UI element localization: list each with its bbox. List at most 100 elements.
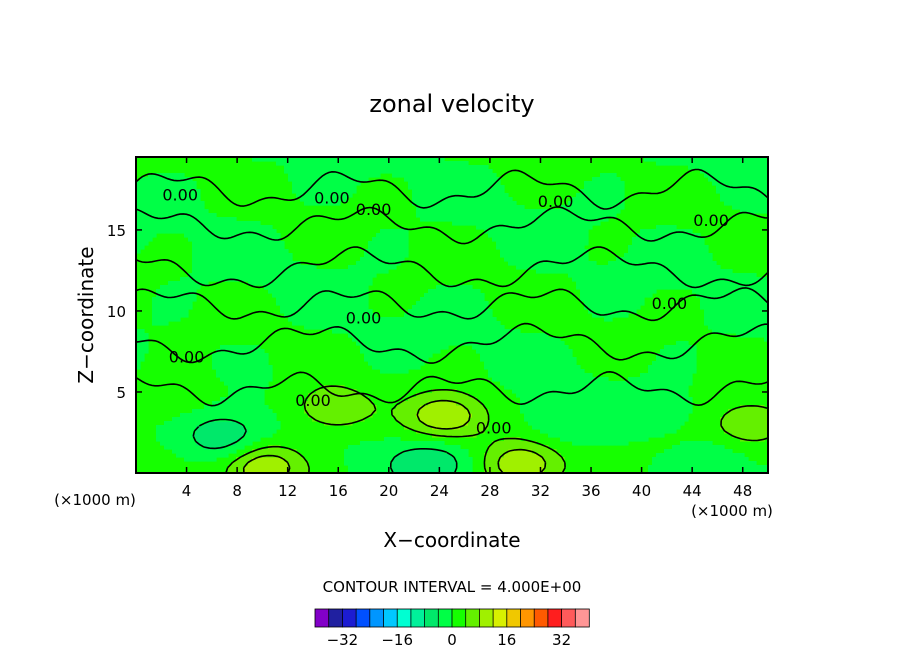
contour-cell <box>352 309 357 314</box>
contour-cell <box>740 433 745 438</box>
contour-cell <box>492 357 497 362</box>
contour-cell <box>272 281 277 286</box>
contour-cell <box>664 249 669 254</box>
contour-cell <box>604 405 609 410</box>
contour-cell <box>192 413 197 418</box>
contour-cell <box>456 421 461 426</box>
contour-cell <box>532 409 537 414</box>
contour-cell <box>252 281 257 286</box>
contour-cell <box>456 413 461 418</box>
contour-cell <box>616 429 621 434</box>
contour-cell <box>692 445 697 450</box>
contour-cell <box>568 425 573 430</box>
contour-cell <box>552 341 557 346</box>
contour-cell <box>524 265 529 270</box>
contour-cell <box>452 429 457 434</box>
contour-cell <box>556 465 561 470</box>
contour-cell <box>528 397 533 402</box>
contour-cell <box>676 253 681 258</box>
contour-cell <box>752 429 757 434</box>
contour-cell <box>516 265 521 270</box>
contour-cell <box>344 405 349 410</box>
contour-cell <box>724 325 729 330</box>
contour-cell <box>604 433 609 438</box>
contour-cell <box>436 469 441 473</box>
contour-cell <box>356 405 361 410</box>
contour-cell <box>684 229 689 234</box>
contour-cell <box>340 409 345 414</box>
contour-cell <box>356 417 361 422</box>
contour-cell <box>440 445 445 450</box>
contour-cell <box>560 345 565 350</box>
contour-cell <box>704 293 709 298</box>
contour-cell <box>688 373 693 378</box>
contour-cell <box>532 229 537 234</box>
contour-cell <box>632 253 637 258</box>
contour-cell <box>300 469 305 473</box>
contour-cell <box>292 461 297 466</box>
contour-cell <box>564 429 569 434</box>
contour-cell <box>460 317 465 322</box>
contour-cell <box>748 277 753 282</box>
contour-cell <box>440 465 445 470</box>
contour-cell <box>352 277 357 282</box>
contour-cell <box>260 429 265 434</box>
contour-cell <box>616 261 621 266</box>
contour-cell <box>680 365 685 370</box>
contour-cell <box>704 305 709 310</box>
contour-cell <box>300 281 305 286</box>
contour-cell <box>628 389 633 394</box>
contour-cell <box>380 261 385 266</box>
contour-cell <box>548 229 553 234</box>
contour-cell <box>228 449 233 454</box>
contour-cell <box>512 357 517 362</box>
contour-cell <box>736 293 741 298</box>
contour-cell <box>520 381 525 386</box>
contour-cell <box>688 449 693 454</box>
contour-cell <box>456 301 461 306</box>
contour-cell <box>356 277 361 282</box>
contour-cell <box>344 297 349 302</box>
contour-cell <box>552 269 557 274</box>
contour-cell <box>388 237 393 242</box>
contour-cell <box>252 461 257 466</box>
contour-cell <box>724 425 729 430</box>
contour-cell <box>548 453 553 458</box>
contour-cell <box>520 241 525 246</box>
contour-cell <box>632 257 637 262</box>
contour-cell <box>332 413 337 418</box>
contour-cell <box>432 337 437 342</box>
contour-cell <box>232 461 237 466</box>
contour-cell <box>544 425 549 430</box>
contour-cell <box>184 305 189 310</box>
contour-cell <box>568 257 573 262</box>
contour-cell <box>508 261 513 266</box>
contour-cell <box>756 277 761 282</box>
contour-cell <box>272 253 277 258</box>
contour-cell <box>472 337 477 342</box>
contour-cell <box>592 437 597 442</box>
contour-cell <box>532 341 537 346</box>
contour-cell <box>144 237 149 242</box>
contour-cell <box>224 345 229 350</box>
contour-cell <box>328 409 333 414</box>
contour-cell <box>640 261 645 266</box>
contour-cell <box>736 429 741 434</box>
contour-cell <box>628 393 633 398</box>
contour-cell <box>252 225 257 230</box>
contour-cell <box>312 289 317 294</box>
contour-cell <box>700 457 705 462</box>
contour-cell <box>400 329 405 334</box>
contour-cell <box>760 285 765 290</box>
contour-cell <box>252 437 257 442</box>
contour-cell <box>640 413 645 418</box>
contour-cell <box>392 457 397 462</box>
contour-cell <box>316 273 321 278</box>
contour-cell <box>716 325 721 330</box>
chart-title: zonal velocity <box>369 90 534 118</box>
contour-cell <box>712 329 717 334</box>
contour-cell <box>652 241 657 246</box>
contour-cell <box>720 305 725 310</box>
contour-cell <box>452 297 457 302</box>
contour-cell <box>360 317 365 322</box>
